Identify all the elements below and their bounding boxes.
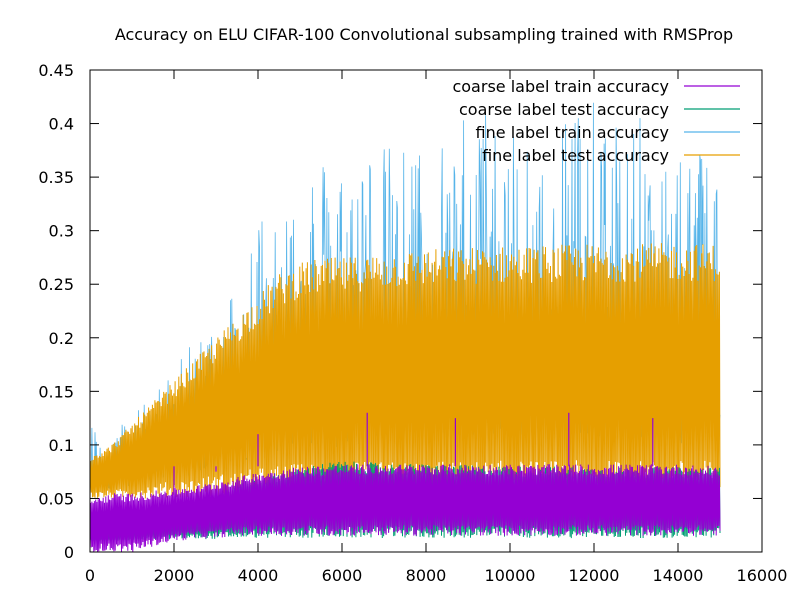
y-tick-label: 0.05 [38,489,74,508]
x-tick-label: 6000 [322,566,363,585]
legend: coarse label train accuracy coarse label … [452,77,740,165]
series-3 [89,243,721,499]
y-tick-label: 0.35 [38,168,74,187]
y-tick-label: 0 [64,543,74,562]
legend-label-3: fine label test accuracy [482,146,669,165]
x-tick-label: 14000 [653,566,704,585]
ticks-layer: 0 2000 4000 6000 8000 10000 12000 14000 16000 0 0.… [38,61,787,585]
y-tick-label: 0.25 [38,275,74,294]
y-tick-label: 0.45 [38,61,74,80]
series-line-0 [89,464,721,553]
x-tick-label: 12000 [569,566,620,585]
y-tick-label: 0.1 [49,436,74,455]
y-tick-label: 0.3 [49,222,74,241]
chart-title: Accuracy on ELU CIFAR-100 Convolutional … [115,25,733,44]
x-tick-label: 16000 [737,566,788,585]
x-tick-label: 4000 [238,566,279,585]
series-line-3 [89,243,721,499]
legend-label-0: coarse label train accuracy [452,77,669,96]
y-tick-label: 0.4 [49,115,74,134]
y-tick-label: 0.15 [38,382,74,401]
x-tick-label: 0 [85,566,95,585]
series-layer [89,102,721,553]
legend-label-2: fine label train accuracy [476,123,669,142]
legend-label-1: coarse label test accuracy [459,100,669,119]
x-tick-label: 8000 [406,566,447,585]
x-tick-label: 10000 [485,566,536,585]
series-0 [89,412,721,553]
y-tick-label: 0.2 [49,329,74,348]
x-tick-label: 2000 [154,566,195,585]
